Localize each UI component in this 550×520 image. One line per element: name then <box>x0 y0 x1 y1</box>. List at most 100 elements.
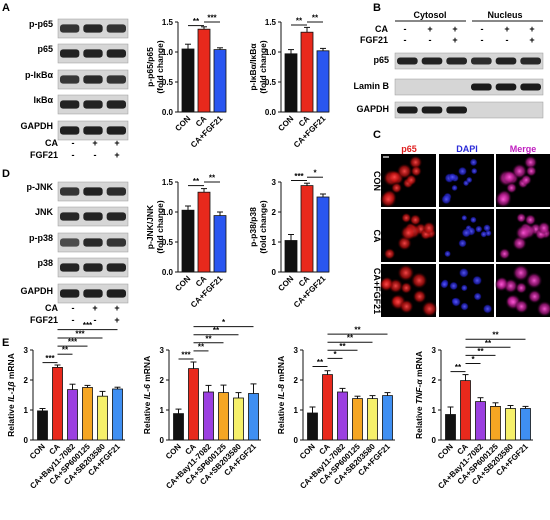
panel-c-headers: p65 DAPI Merge <box>401 144 536 154</box>
blot-band <box>83 263 103 272</box>
significance-label: * <box>471 355 475 364</box>
blot-band <box>60 263 80 272</box>
significance-label: ** <box>193 17 200 26</box>
blot-band <box>397 57 418 65</box>
blot-label-gapdh: GAPDH <box>356 104 389 114</box>
panel-c-letter: C <box>373 129 381 141</box>
blot-band <box>83 126 103 135</box>
y-axis-label-line: (fold change) <box>258 200 268 254</box>
significance-label: *** <box>83 321 93 330</box>
bar <box>213 49 227 113</box>
blot-band <box>106 126 126 135</box>
cell-signal <box>515 282 528 294</box>
x-tick-label: CON <box>276 114 295 133</box>
blot-band <box>60 24 80 33</box>
y-tick-label: 3 <box>272 178 277 187</box>
bar <box>37 410 48 441</box>
blot-band <box>83 212 103 221</box>
cell-signal <box>387 170 402 184</box>
panel-c-row-labels: CON CA CA+FGF21 <box>372 171 382 314</box>
y-tick-label: 2 <box>432 376 437 385</box>
panel-d-letter: D <box>2 168 10 180</box>
panel-a-blot-labels: p-p65 p65 p-IκBα IκBα GAPDH <box>20 19 53 131</box>
row-label-con: CON <box>372 171 382 191</box>
bar <box>284 240 298 273</box>
bar <box>197 191 211 273</box>
blot-label-p65: p65 <box>373 55 389 65</box>
y-axis-label-suffix: mRNA <box>6 353 16 381</box>
cell-signal <box>525 272 543 289</box>
panel-b-letter: B <box>373 2 381 14</box>
blot-band <box>83 187 103 196</box>
y-tick-label: 1 <box>24 406 29 415</box>
significance-label: ** <box>205 334 212 343</box>
y-axis-label-gene: IL-8 <box>276 384 286 399</box>
blot-band <box>421 57 443 65</box>
significance-label: ** <box>455 363 462 372</box>
y-tick-label: 3 <box>24 346 29 355</box>
significance-label: ** <box>485 339 492 348</box>
y-axis-label-line: (fold change) <box>155 200 165 254</box>
blot-label-ikba: IκBα <box>33 95 53 105</box>
cell-signal <box>405 174 417 186</box>
cell-signal <box>473 292 482 301</box>
cell-signal <box>480 230 488 238</box>
blot-label-p-jnk: p-JNK <box>27 182 54 192</box>
bar <box>248 393 259 441</box>
bar <box>67 389 78 441</box>
significance-label: ** <box>354 326 361 335</box>
bar <box>382 395 393 441</box>
significance-label: ** <box>213 326 220 335</box>
cell-signal <box>444 250 452 258</box>
blot-strip <box>394 52 544 70</box>
y-axis-label-gene: IL-6 <box>142 384 152 399</box>
mark: - <box>72 150 75 160</box>
y-axis-label: Relative IL-6 mRNA <box>142 356 152 434</box>
y-tick-label: 0 <box>160 436 165 445</box>
significance-label: ** <box>347 334 354 343</box>
cell-signal <box>502 170 517 184</box>
bar <box>316 50 330 113</box>
blot-label-p-p65: p-p65 <box>29 19 53 29</box>
cell-signal <box>470 167 478 175</box>
mark: - <box>94 315 97 325</box>
blot-band <box>60 238 80 247</box>
mark: + <box>114 303 119 313</box>
bar <box>197 28 211 113</box>
blot-band <box>106 49 126 58</box>
blot-band <box>106 100 126 109</box>
row-label-ca: CA <box>372 230 382 243</box>
mark: + <box>529 35 534 45</box>
cell-signal <box>379 277 394 292</box>
y-axis-label-line: p-p38/p38 <box>248 207 258 247</box>
significance-label: *** <box>294 172 304 181</box>
significance-label: ** <box>339 342 346 351</box>
bar <box>316 196 330 273</box>
mark: - <box>72 303 75 313</box>
panel-c-micrographs <box>379 154 550 317</box>
y-axis-label-line: p-p65/p65 <box>145 47 155 87</box>
x-tick-label: CON <box>173 114 192 133</box>
mark: - <box>404 35 407 45</box>
y-axis-label-prefix: Relative <box>142 399 152 434</box>
blot-label-p-p38: p-p38 <box>29 233 53 243</box>
mark: - <box>94 150 97 160</box>
blot-strip <box>394 78 544 96</box>
cell-signal <box>408 155 423 169</box>
cell-signal <box>514 299 529 314</box>
significance-label: *** <box>45 354 55 363</box>
y-axis-label: p-p38/p38(fold change) <box>248 200 268 254</box>
y-tick-label: 1 <box>432 406 437 415</box>
bar <box>367 398 378 441</box>
cell-signal <box>512 264 530 282</box>
blot-label-p38: p38 <box>37 258 53 268</box>
blot-label-p65: p65 <box>37 44 53 54</box>
blot-band <box>60 289 80 298</box>
cell-signal <box>475 225 483 233</box>
cell-signal <box>421 300 438 317</box>
y-tick-label: 0 <box>294 436 299 445</box>
blot-band <box>60 75 80 84</box>
